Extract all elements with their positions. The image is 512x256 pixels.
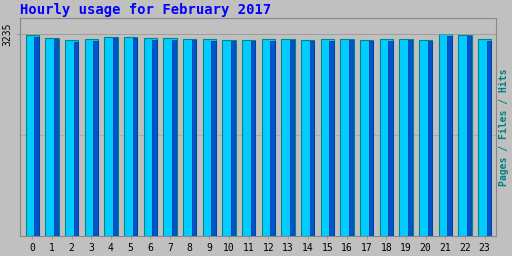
Bar [447, 36, 452, 236]
Bar [369, 41, 373, 236]
Bar [143, 38, 157, 236]
Bar [84, 39, 98, 236]
Bar [222, 40, 236, 236]
Bar [65, 40, 78, 236]
Bar [93, 41, 97, 236]
Bar [163, 38, 177, 236]
Bar [152, 40, 157, 236]
Bar [45, 38, 58, 236]
Text: Hourly usage for February 2017: Hourly usage for February 2017 [20, 3, 272, 17]
Bar [183, 39, 196, 236]
Bar [262, 39, 275, 236]
Bar [388, 41, 393, 236]
Bar [231, 41, 235, 236]
Bar [124, 37, 137, 236]
Bar [34, 37, 38, 236]
Bar [310, 41, 314, 236]
Bar [281, 39, 294, 236]
Bar [54, 39, 58, 236]
Bar [250, 41, 255, 236]
Bar [203, 39, 216, 236]
Bar [270, 41, 274, 236]
Bar [458, 35, 472, 236]
Y-axis label: Pages / Files / Hits: Pages / Files / Hits [499, 68, 509, 186]
Bar [172, 40, 176, 236]
Bar [113, 38, 117, 236]
Bar [340, 39, 354, 236]
Bar [133, 38, 137, 236]
Bar [419, 40, 432, 236]
Bar [439, 34, 452, 236]
Bar [290, 40, 294, 236]
Bar [329, 41, 333, 236]
Bar [478, 39, 492, 236]
Bar [26, 35, 39, 236]
Bar [74, 42, 78, 236]
Bar [467, 36, 471, 236]
Bar [399, 39, 413, 236]
Bar [486, 41, 491, 236]
Bar [301, 40, 314, 236]
Bar [360, 40, 373, 236]
Bar [191, 40, 196, 236]
Bar [104, 37, 118, 236]
Bar [321, 39, 334, 236]
Bar [379, 39, 393, 236]
Bar [408, 40, 412, 236]
Bar [242, 40, 255, 236]
Bar [211, 41, 216, 236]
Bar [428, 41, 432, 236]
Bar [349, 40, 353, 236]
